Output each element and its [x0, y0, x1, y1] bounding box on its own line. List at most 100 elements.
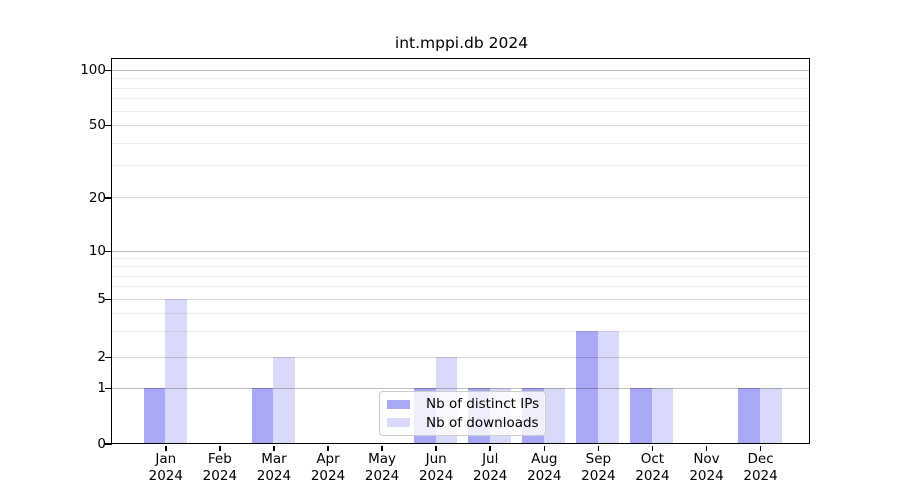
legend-swatch-downloads — [387, 418, 410, 428]
gridline-minor-90 — [112, 78, 810, 80]
x-tick-label-mar: Mar 2024 — [239, 451, 309, 485]
x-tick-year: 2024 — [635, 468, 670, 484]
gridline-minor-4 — [112, 312, 810, 314]
gridline-major-50 — [112, 125, 810, 127]
legend-label-distinct-ips: Nb of distinct IPs — [426, 396, 540, 413]
x-tick-apr — [327, 445, 329, 451]
x-tick-may — [381, 445, 383, 451]
x-tick-month: Apr — [316, 451, 340, 467]
y-tick-label-1: 1 — [97, 380, 106, 397]
gridline-major-5 — [112, 298, 810, 300]
gridline-minor-30 — [112, 165, 810, 167]
bar-distinct-ips-mar — [251, 387, 274, 444]
legend-swatch-distinct-ips — [387, 399, 410, 409]
x-tick-aug — [543, 445, 546, 451]
legend-item-downloads: Nb of downloads — [387, 414, 539, 431]
x-tick-year: 2024 — [743, 468, 778, 484]
x-tick-jul — [489, 445, 491, 451]
x-tick-year: 2024 — [581, 468, 616, 484]
legend-label-downloads: Nb of downloads — [426, 414, 539, 431]
gridline-minor-8 — [112, 266, 810, 268]
x-tick-label-sep: Sep 2024 — [563, 451, 633, 485]
x-tick-label-nov: Nov 2024 — [672, 451, 742, 485]
x-tick-year: 2024 — [148, 468, 183, 484]
y-tick-50 — [104, 124, 112, 127]
x-tick-year: 2024 — [527, 468, 562, 484]
bar-distinct-ips-dec — [738, 387, 760, 444]
y-tick-0 — [104, 443, 112, 445]
gridline-major-2 — [112, 356, 810, 358]
bar-distinct-ips-jan — [143, 387, 166, 444]
bar-distinct-ips-oct — [630, 387, 652, 444]
x-tick-label-apr: Apr 2024 — [293, 451, 363, 485]
x-tick-dec — [759, 445, 762, 451]
y-tick-label-20: 20 — [88, 189, 106, 206]
gridline-minor-40 — [112, 142, 810, 144]
legend: Nb of distinct IPs Nb of downloads — [379, 391, 546, 436]
gridline-major-10 — [112, 251, 810, 253]
y-tick-label-100: 100 — [80, 61, 106, 78]
y-tick-100 — [104, 69, 112, 72]
bar-downloads-aug — [543, 387, 566, 444]
x-tick-year: 2024 — [689, 468, 724, 484]
x-tick-year: 2024 — [364, 468, 400, 484]
gridline-major-20 — [112, 197, 810, 199]
y-tick-label-5: 5 — [97, 291, 106, 307]
bar-downloads-jan — [165, 298, 187, 444]
y-tick-label-10: 10 — [88, 243, 106, 260]
y-tick-20 — [104, 197, 112, 199]
x-tick-year: 2024 — [202, 468, 238, 484]
bar-downloads-mar — [273, 356, 295, 444]
x-tick-oct — [651, 445, 654, 451]
x-tick-month: Aug — [531, 451, 558, 467]
x-tick-nov — [705, 445, 708, 451]
gridline-minor-6 — [112, 286, 810, 288]
y-tick-1 — [104, 387, 112, 390]
x-tick-month: Jun — [425, 451, 447, 467]
y-tick-2 — [104, 356, 112, 359]
gridline-minor-3 — [112, 331, 810, 333]
x-tick-label-jun: Jun 2024 — [401, 451, 471, 485]
x-tick-year: 2024 — [310, 468, 346, 484]
gridline-minor-80 — [112, 87, 810, 89]
plot-canvas — [112, 59, 810, 444]
bar-downloads-dec — [759, 387, 782, 444]
gridline-major-1 — [112, 387, 810, 389]
x-tick-label-dec: Dec 2024 — [726, 451, 796, 485]
x-tick-month: Sep — [585, 451, 612, 467]
x-tick-year: 2024 — [473, 468, 508, 484]
plot-area — [111, 58, 811, 445]
x-tick-month: Oct — [640, 451, 665, 467]
gridline-minor-70 — [112, 98, 810, 100]
y-tick-label-0: 0 — [97, 435, 106, 452]
x-tick-sep — [597, 445, 600, 451]
x-tick-feb — [219, 445, 221, 451]
x-tick-label-aug: Aug 2024 — [509, 451, 579, 485]
bar-downloads-oct — [651, 387, 674, 444]
bar-distinct-ips-sep — [576, 331, 598, 444]
x-tick-month: Feb — [207, 451, 232, 467]
legend-item-distinct-ips: Nb of distinct IPs — [387, 396, 540, 413]
x-tick-month: May — [368, 451, 397, 467]
gridline-minor-60 — [112, 110, 810, 112]
y-tick-label-50: 50 — [88, 117, 106, 134]
x-tick-jan — [165, 445, 167, 451]
x-tick-label-jan: Jan 2024 — [131, 451, 201, 485]
bar-downloads-sep — [597, 331, 620, 444]
x-tick-month: Mar — [261, 451, 287, 467]
y-tick-10 — [104, 250, 112, 253]
gridline-minor-9 — [112, 258, 810, 260]
chart-title: int.mppi.db 2024 — [394, 34, 529, 52]
x-tick-month: Jan — [155, 451, 177, 467]
x-tick-year: 2024 — [256, 468, 292, 484]
x-tick-year: 2024 — [418, 468, 454, 484]
x-tick-label-jul: Jul 2024 — [455, 451, 525, 485]
x-tick-label-oct: Oct 2024 — [617, 451, 687, 485]
gridline-minor-7 — [112, 275, 810, 277]
x-tick-month: Nov — [693, 451, 720, 467]
x-tick-mar — [273, 445, 275, 451]
x-tick-month: Jul — [482, 451, 499, 467]
y-tick-5 — [104, 298, 112, 301]
x-tick-jun — [435, 445, 437, 451]
